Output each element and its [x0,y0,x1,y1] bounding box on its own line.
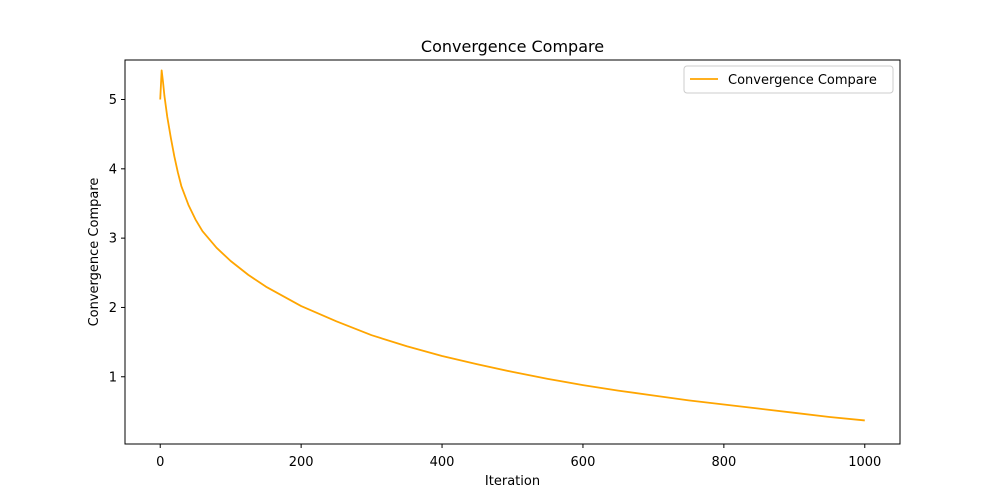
x-axis-label: Iteration [485,474,540,489]
legend: Convergence Compare [683,65,894,94]
y-axis: 1 2 3 4 5 [109,93,125,385]
chart-title: Convergence Compare [421,37,604,56]
y-tick-label: 4 [109,162,117,177]
x-axis: 0 200 400 600 800 1000 [156,444,881,470]
y-tick-label: 2 [109,301,117,316]
series-line [159,69,865,422]
y-tick-label: 3 [109,232,117,247]
x-tick-label: 0 [156,455,164,470]
plot-frame [124,59,901,445]
x-tick-label: 1000 [848,455,881,470]
x-tick-label: 400 [430,455,455,470]
plot-area [124,59,901,445]
x-tick-label: 600 [571,455,596,470]
x-tick-label: 800 [711,455,736,470]
y-tick-label: 5 [109,93,117,108]
legend-entry-label: Convergence Compare [728,73,877,88]
y-tick-label: 1 [109,370,117,385]
y-axis-label: Convergence Compare [87,178,102,327]
plot-background [125,60,900,444]
x-tick-label: 200 [289,455,314,470]
legend-box [683,65,894,94]
